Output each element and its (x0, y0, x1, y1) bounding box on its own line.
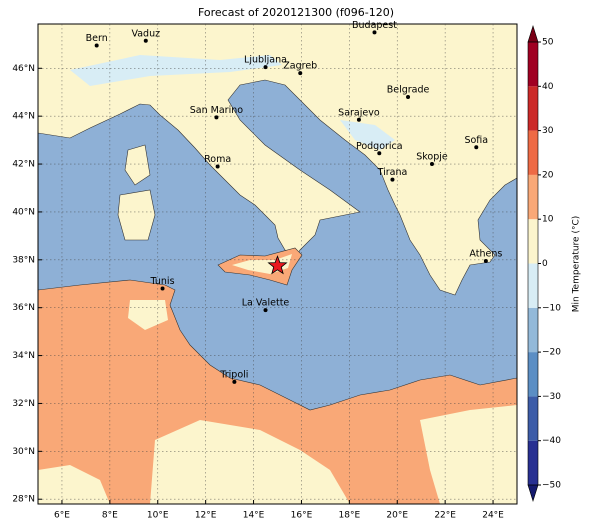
map-title: Forecast of 2020121300 (f096-120) (198, 6, 394, 19)
city-dot (94, 43, 99, 48)
city-label: Sofia (464, 135, 488, 146)
colorbar-label: Min Temperature (°C) (572, 216, 582, 313)
x-tick-label: 10°E (147, 511, 169, 521)
colorbar-tick-label: 30 (542, 126, 554, 136)
x-tick-label: 12°E (195, 511, 217, 521)
city-dot (377, 151, 382, 156)
y-tick-label: 42°N (12, 160, 35, 170)
snow-alps (70, 55, 282, 86)
colorbar-tick-label: 50 (542, 38, 554, 48)
city-label: Ljubljana (244, 55, 287, 66)
colorbar-band (528, 307, 538, 353)
city-dot (372, 30, 377, 35)
y-tick-label: 38°N (12, 255, 35, 265)
cool-patch-africa-1 (150, 420, 350, 504)
colorbar-band (528, 396, 538, 441)
colorbar-band (528, 86, 538, 131)
colorbar-tick-label: −40 (542, 436, 561, 446)
city-label: Sarajevo (338, 107, 380, 118)
colorbar-band (528, 174, 538, 220)
y-tick-label: 40°N (12, 207, 35, 217)
colorbar-tick-label: 10 (542, 215, 554, 225)
land-sardinia (117, 189, 156, 241)
city-label: Tunis (150, 276, 175, 287)
city-dot (263, 65, 268, 70)
city-dot (356, 117, 361, 122)
land-corsica (124, 144, 151, 186)
x-tick-label: 20°E (386, 511, 408, 521)
city-label: La Valette (242, 298, 290, 309)
y-tick-label: 46°N (12, 64, 35, 74)
colorbar-tick-label: −30 (542, 392, 561, 402)
colorbar-tick-label: 0 (542, 259, 548, 269)
colorbar-band (528, 263, 538, 308)
city-dot (263, 308, 268, 313)
y-tick-label: 30°N (12, 447, 35, 457)
land-europe (38, 24, 517, 296)
city-dot (298, 71, 303, 76)
city-label: Podgorica (356, 141, 403, 152)
x-tick-label: 6°E (54, 511, 70, 521)
city-dot (406, 95, 411, 100)
city-dot (232, 379, 237, 384)
x-tick-label: 24°E (482, 511, 504, 521)
colorbar-under (527, 484, 539, 503)
location-star (267, 255, 288, 275)
colorbar-band (528, 42, 538, 87)
colorbar-band (528, 352, 538, 397)
city-label: Bern (86, 33, 108, 44)
colorbar-over (527, 24, 539, 43)
y-tick-label: 32°N (12, 399, 35, 409)
city-label: San Marino (190, 105, 243, 116)
colorbar-band (528, 219, 538, 264)
x-tick-label: 14°E (243, 511, 265, 521)
x-tick-label: 22°E (434, 511, 456, 521)
colorbar-tick-label: −50 (542, 481, 561, 491)
colorbar-tick-label: 40 (542, 82, 554, 92)
colorbar-band (528, 440, 538, 485)
city-dot (143, 38, 148, 43)
city-label: Vaduz (131, 28, 160, 39)
city-dot (390, 177, 395, 182)
city-dot (160, 286, 165, 291)
city-label: Skopje (416, 152, 448, 163)
x-tick-label: 8°E (102, 511, 118, 521)
colorbar-tick-label: −20 (542, 348, 561, 358)
city-label: Tirana (377, 167, 408, 178)
city-label: Athens (469, 249, 502, 260)
map-frame (37, 23, 518, 505)
cool-patch-africa-3 (38, 465, 110, 504)
city-label: Zagreb (283, 61, 317, 72)
city-dot (483, 259, 488, 264)
x-tick-label: 18°E (339, 511, 361, 521)
city-label: Budapest (352, 20, 397, 31)
colorbar-tick-label: −10 (542, 303, 561, 313)
city-label: Tripoli (219, 369, 248, 380)
y-tick-label: 44°N (12, 112, 35, 122)
y-tick-label: 34°N (12, 351, 35, 361)
city-dot (215, 164, 220, 169)
city-dot (214, 115, 219, 120)
x-tick-label: 16°E (291, 511, 313, 521)
city-dot (474, 145, 479, 150)
colorbar-band (528, 130, 538, 175)
city-label: Roma (204, 154, 231, 165)
city-label: Belgrade (387, 85, 430, 96)
colorbar-tick-label: 20 (542, 170, 554, 180)
cool-patch-africa-2 (420, 405, 517, 504)
city-dot (429, 162, 434, 167)
snow-balkans (340, 120, 395, 150)
y-tick-label: 36°N (12, 303, 35, 313)
y-tick-label: 28°N (12, 495, 35, 505)
